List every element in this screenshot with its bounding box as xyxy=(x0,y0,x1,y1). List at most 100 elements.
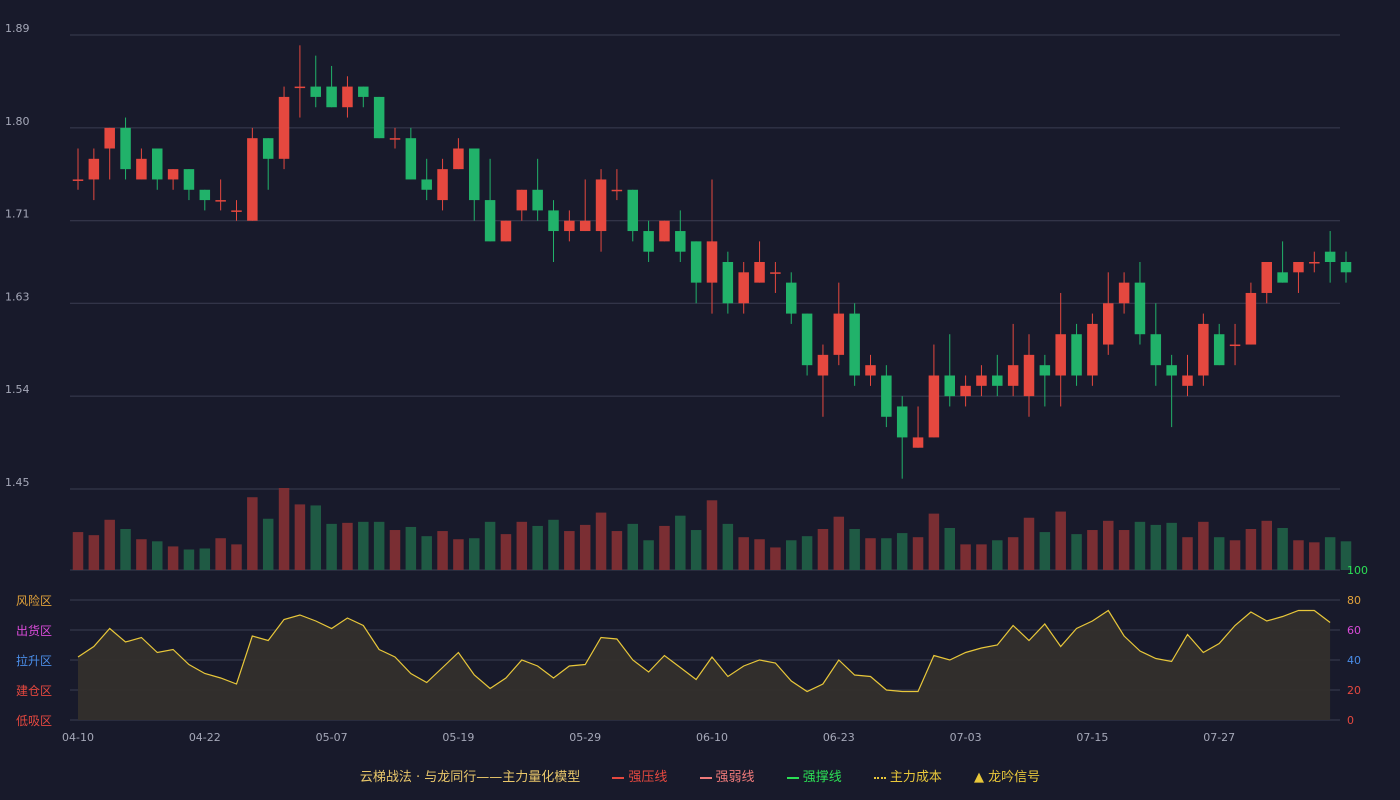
candle xyxy=(1229,323,1241,366)
volume-bar xyxy=(1150,524,1162,570)
volume-bar xyxy=(484,521,496,570)
candle xyxy=(373,96,385,139)
candle-body xyxy=(564,220,575,232)
volume-bar xyxy=(817,529,829,570)
volume-bar xyxy=(1055,511,1066,570)
volume-bar xyxy=(928,513,940,570)
candle xyxy=(1261,262,1272,304)
candle-body xyxy=(706,241,718,283)
x-tick-label: 04-10 xyxy=(62,731,94,744)
legend-item-strength-line[interactable]: 强弱线 xyxy=(699,766,755,785)
candle xyxy=(896,396,908,479)
oscillator-line xyxy=(77,609,1331,693)
candle-body xyxy=(1087,323,1098,376)
candle-body xyxy=(1118,282,1130,304)
volume-bar xyxy=(500,534,512,570)
candle xyxy=(1087,313,1098,386)
candle-body xyxy=(421,179,432,190)
candle-body xyxy=(183,169,195,190)
candle xyxy=(976,365,987,397)
volume-bar xyxy=(1213,537,1225,570)
volume-bar xyxy=(1039,532,1051,570)
candle-body xyxy=(1324,251,1336,262)
candle xyxy=(326,65,337,108)
candle xyxy=(358,86,369,108)
volume-bar xyxy=(738,537,749,570)
candle xyxy=(579,179,591,232)
legend-item-main-cost[interactable]: 主力成本 xyxy=(873,766,942,785)
volume-bar xyxy=(405,526,417,570)
candle-body xyxy=(262,138,274,159)
candle-body xyxy=(928,375,940,438)
candle-body xyxy=(231,210,242,212)
candle xyxy=(1039,354,1051,407)
candle xyxy=(484,158,496,242)
volume-bar xyxy=(421,536,432,570)
oscillator-tick-label: 20 xyxy=(1347,684,1361,697)
legend-swatch-solid-green xyxy=(786,776,799,779)
candle xyxy=(1245,282,1257,345)
volume-bar xyxy=(548,519,559,570)
candle-body xyxy=(770,272,781,274)
legend-label: 龙吟信号 xyxy=(988,770,1041,785)
x-tick-label: 07-27 xyxy=(1203,731,1235,744)
candle-body xyxy=(120,127,131,170)
candle-body xyxy=(405,138,417,180)
legend-swatch-dotted-yellow xyxy=(873,776,886,779)
candle-body xyxy=(453,148,464,170)
price-tick-label: 1.54 xyxy=(5,383,30,396)
candle-body xyxy=(754,262,765,283)
candle-body xyxy=(690,241,702,283)
volume-bar xyxy=(675,515,686,570)
volume-bar xyxy=(976,544,987,570)
volume-bar xyxy=(516,521,528,570)
volume-bar xyxy=(1198,521,1209,570)
volume-bar xyxy=(1166,522,1177,570)
candle xyxy=(1213,323,1225,366)
volume-bar xyxy=(722,523,734,570)
candle-body xyxy=(960,385,971,397)
candle xyxy=(262,138,274,190)
candle xyxy=(152,148,163,190)
volume-bar xyxy=(358,521,369,570)
volume-bar xyxy=(215,538,226,570)
volume-bar xyxy=(770,547,781,570)
volume-bar xyxy=(310,505,321,570)
candle xyxy=(1166,354,1177,428)
volume-bar xyxy=(1087,530,1098,570)
oscillator-tick-label: 0 xyxy=(1347,714,1354,727)
legend-item-dragon-signal[interactable]: ▲ 龙吟信号 xyxy=(974,766,1040,785)
candle-body xyxy=(865,365,876,376)
volume-bar xyxy=(326,523,337,570)
candle xyxy=(1134,262,1146,345)
candle xyxy=(833,282,845,366)
legend-swatch-solid-red xyxy=(612,776,625,779)
candle xyxy=(754,241,765,283)
zone-label: 拉升区 xyxy=(16,653,52,668)
volume-layer xyxy=(72,488,1352,570)
volume-bar xyxy=(373,521,385,570)
candle xyxy=(453,138,464,170)
candle xyxy=(1324,231,1336,283)
candle xyxy=(389,127,401,149)
candle-body xyxy=(1166,365,1177,376)
price-tick-label: 1.89 xyxy=(5,22,30,35)
stock-chart: 1.89 1.80 1.71 1.63 1.54 1.45 100 80 60 40 20 0 风险区出… xyxy=(5,22,1368,744)
volume-bar xyxy=(1324,537,1336,570)
candle-body xyxy=(722,262,734,304)
candle xyxy=(865,354,876,386)
price-tick-label: 1.80 xyxy=(5,115,30,128)
volume-bar xyxy=(167,546,179,570)
candle xyxy=(1007,323,1019,397)
candle-body xyxy=(611,189,623,192)
candle xyxy=(294,45,306,118)
candle-body xyxy=(1055,334,1066,376)
candle xyxy=(516,189,528,221)
triangle-icon: ▲ xyxy=(974,770,984,785)
candle xyxy=(199,189,211,211)
legend-item-strong-support[interactable]: 强撑线 xyxy=(786,766,842,785)
legend-item-strong-pressure[interactable]: 强压线 xyxy=(612,766,667,785)
volume-bar xyxy=(72,532,84,570)
candle xyxy=(944,334,955,407)
candle xyxy=(1309,251,1320,273)
